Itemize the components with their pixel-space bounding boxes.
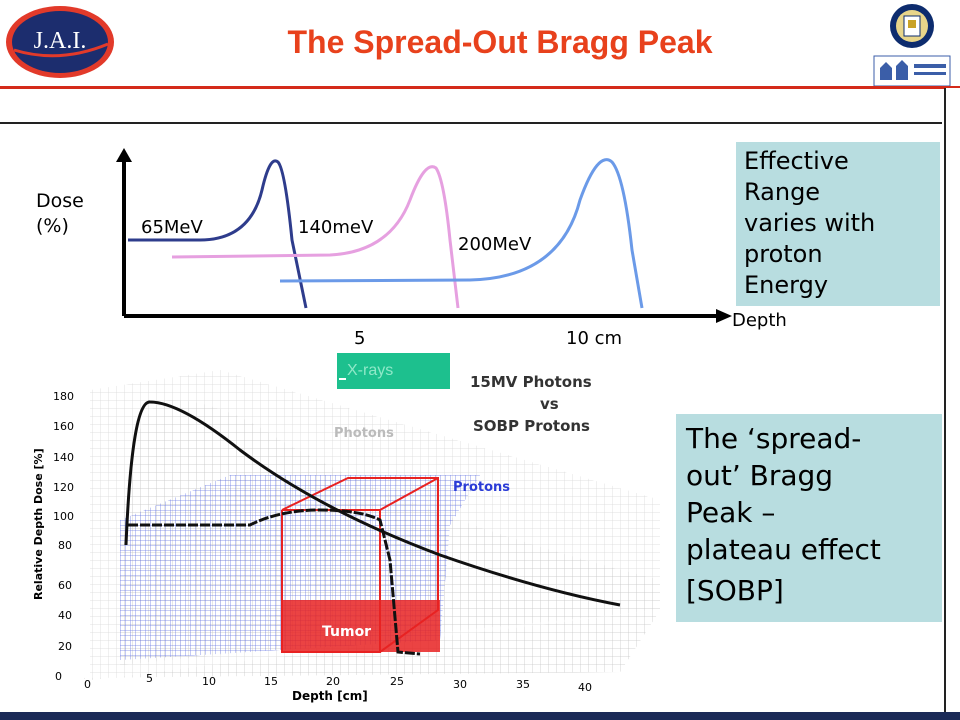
- y-label-line1: Dose: [36, 190, 84, 212]
- y-tick: 20: [58, 640, 72, 653]
- effective-line: varies with: [744, 209, 876, 237]
- footer-bar: [0, 712, 960, 720]
- x-axis-label: Depth [cm]: [292, 689, 368, 703]
- right-edge-border: [944, 88, 960, 720]
- tumor-frame: [281, 477, 439, 653]
- bragg-peak-chart: Dose (%) 65MeV 140meV 200MeV 5 10 cm: [36, 148, 732, 349]
- content-top-border: [0, 122, 942, 124]
- sobp-line: plateau effect: [686, 533, 881, 566]
- header-divider: [0, 86, 960, 89]
- y-label-line2: (%): [36, 215, 69, 237]
- x-tick: 25: [390, 675, 404, 688]
- x-tick: 15: [264, 675, 278, 688]
- curve-65mev: [128, 159, 308, 309]
- sobp-line: The ‘spread-: [686, 422, 862, 455]
- x-axis-label: Depth: [732, 310, 787, 331]
- university-crest-icon: [873, 4, 951, 87]
- effective-line: proton: [744, 240, 823, 268]
- x-tick: 5: [146, 672, 153, 685]
- y-tick: 120: [53, 481, 74, 494]
- xrays-label: X-rays: [337, 353, 450, 389]
- x-tick: 20: [326, 675, 340, 688]
- x-tick: 10: [202, 675, 216, 688]
- curve-200mev: [279, 158, 644, 309]
- effective-range-box: Effective Range varies with proton Energ…: [736, 142, 940, 306]
- effective-line: Effective: [744, 147, 849, 175]
- y-tick: 60: [58, 579, 72, 592]
- x-tick: 35: [516, 678, 530, 691]
- sobp-tag: [SOBP]: [686, 574, 784, 607]
- jai-logo-text: J.A.I.: [34, 28, 87, 54]
- x-axis-arrow: [716, 309, 732, 323]
- y-tick: 160: [53, 420, 74, 433]
- sobp-line: out’ Bragg: [686, 459, 834, 492]
- effective-line: Energy: [744, 271, 829, 299]
- y-axis-arrow: [116, 148, 132, 162]
- chart-title-line3: SOBP Protons: [473, 417, 590, 435]
- y-tick: 0: [55, 670, 62, 683]
- chart-title-line1: 15MV Photons: [470, 373, 592, 391]
- proton-curve: [128, 508, 421, 656]
- x-tick: 40: [578, 681, 592, 694]
- label-tumor: Tumor: [322, 624, 371, 640]
- x-tick: 30: [453, 678, 467, 691]
- sobp-line: Peak –: [686, 496, 776, 529]
- chart-title-line2: vs: [540, 395, 559, 413]
- photon-curve: [124, 400, 621, 607]
- curve-140mev: [171, 165, 460, 309]
- tumor-block: [282, 600, 440, 652]
- curve-label-200mev: 200MeV: [458, 234, 532, 255]
- curve-label-140mev: 140meV: [298, 217, 374, 238]
- x-tick: 0: [84, 678, 91, 691]
- photons-vs-protons-chart: 15MV Photons vs SOBP Protons Photons Pro…: [32, 370, 660, 703]
- y-tick: 140: [53, 451, 74, 464]
- floor-grid: [80, 610, 660, 680]
- y-axis-label: Relative Depth Dose [%]: [32, 448, 45, 600]
- y-tick: 40: [58, 609, 72, 622]
- y-tick: 180: [53, 390, 74, 403]
- y-tick: 100: [53, 510, 74, 523]
- xrays-mark: [339, 378, 346, 380]
- y-tick: 80: [58, 539, 72, 552]
- jai-logo: J.A.I.: [6, 6, 114, 78]
- page-title: The Spread-Out Bragg Peak: [287, 24, 713, 60]
- sobp-box: The ‘spread- out’ Bragg Peak – plateau e…: [676, 414, 942, 622]
- x-tick-5: 5: [354, 328, 365, 349]
- x-tick-10cm: 10 cm: [566, 328, 622, 349]
- curve-label-65mev: 65MeV: [141, 217, 204, 238]
- label-protons: Protons: [453, 480, 510, 495]
- effective-line: Range: [744, 178, 821, 206]
- label-photons: Photons: [334, 426, 394, 441]
